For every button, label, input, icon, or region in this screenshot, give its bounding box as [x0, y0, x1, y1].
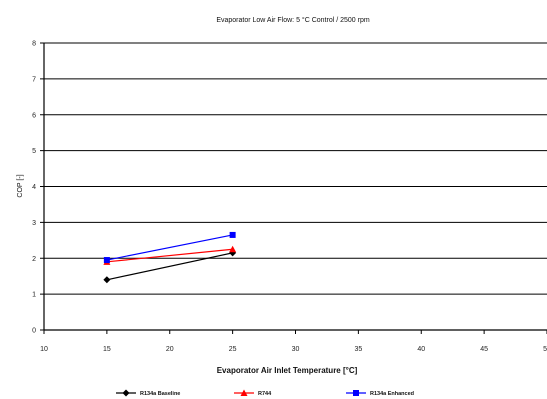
y-tick-label: 6 [32, 112, 36, 119]
axes [40, 42, 547, 334]
legend-label: R134a Baseline [140, 391, 180, 397]
x-tick-label: 35 [354, 346, 362, 353]
grid-lines [44, 42, 547, 295]
series-0 [103, 249, 237, 284]
series-2-point-0 [103, 257, 110, 264]
chart-title: Evaporator Low Air Flow: 5 °C Control / … [216, 16, 370, 24]
series-2 [103, 231, 236, 264]
legend-swatch-marker [122, 389, 130, 397]
y-tick-label: 3 [32, 220, 36, 227]
x-tick-label: 10 [40, 346, 48, 353]
x-tick-label: 50 [543, 346, 547, 353]
legend-item-1: R744 [234, 389, 272, 397]
legend-swatch-marker [353, 390, 359, 396]
x-tick-label: 40 [417, 346, 425, 353]
y-tick-label: 8 [32, 41, 36, 48]
x-tick-label: 45 [480, 346, 488, 353]
legend: R134a Baseline R744 R134a Enhanced [116, 389, 414, 397]
legend-label: R134a Enhanced [370, 391, 414, 397]
series-line-2 [106, 234, 233, 261]
y-tick-label: 1 [32, 292, 36, 299]
x-tick-label: 25 [229, 346, 237, 353]
series-line-0 [106, 252, 233, 281]
x-tick-label: 20 [166, 346, 174, 353]
series-2-point-1 [229, 231, 236, 238]
legend-swatch-marker [240, 389, 248, 396]
x-tick-label: 15 [103, 346, 111, 353]
x-tick-labels: 10 15 20 25 30 35 40 45 50 [40, 346, 547, 353]
x-tick-label: 30 [292, 346, 300, 353]
series-line-1 [106, 248, 233, 263]
y-tick-label: 5 [32, 148, 36, 155]
y-tick-label: 0 [32, 328, 36, 335]
y-tick-label: 4 [32, 184, 36, 191]
series-group [103, 231, 237, 284]
y-axis-label: COP [-] [17, 174, 24, 197]
legend-label: R744 [258, 391, 272, 397]
legend-item-0: R134a Baseline [116, 389, 180, 397]
y-tick-labels: 0 1 2 3 4 5 6 7 8 [32, 41, 36, 335]
series-1-point-1 [229, 245, 237, 253]
series-0-point-0 [103, 276, 111, 284]
x-axis-label: Evaporator Air Inlet Temperature [°C] [217, 366, 358, 375]
legend-item-2: R134a Enhanced [346, 390, 414, 397]
y-tick-label: 2 [32, 256, 36, 263]
series-1 [103, 245, 237, 265]
y-tick-label: 7 [32, 76, 36, 83]
